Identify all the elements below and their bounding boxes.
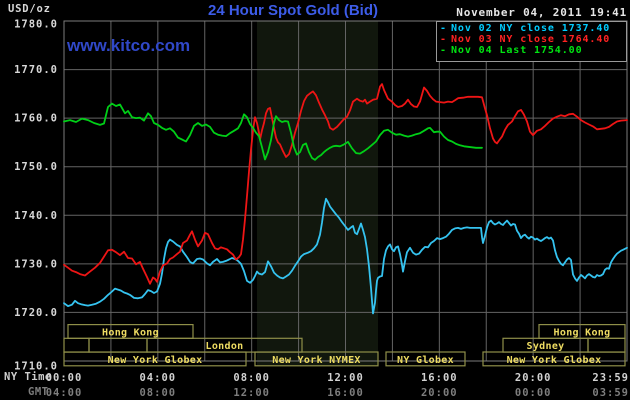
y-axis-label: 1720.0 bbox=[14, 307, 58, 319]
price-line-nov03 bbox=[63, 83, 628, 285]
x-axis-label-ny: 04:00 bbox=[139, 372, 176, 384]
y-axis-label: 1740.0 bbox=[14, 210, 58, 222]
session-bar bbox=[63, 337, 90, 353]
session-bar bbox=[63, 351, 247, 367]
session-label: NY Globex bbox=[397, 355, 454, 366]
legend-swatch-nov03: - bbox=[440, 34, 447, 45]
chart-title: 24 Hour Spot Gold (Bid) bbox=[208, 2, 378, 19]
plot-border bbox=[63, 20, 628, 362]
session-label: Sydney bbox=[527, 341, 565, 352]
legend-swatch-nov02: - bbox=[440, 23, 447, 34]
session-label: New York NYMEX bbox=[272, 355, 361, 366]
gmt-axis-label: GMT bbox=[28, 386, 49, 398]
session-label: New York Globex bbox=[507, 355, 602, 366]
session-bar bbox=[254, 351, 379, 367]
timestamp: November 04, 2011 19:41 bbox=[456, 6, 627, 19]
y-axis-label: 1780.0 bbox=[14, 19, 58, 31]
session-label: Hong Kong bbox=[554, 327, 611, 338]
session-bar bbox=[482, 351, 626, 367]
x-axis-label-gmt: 16:00 bbox=[327, 387, 364, 399]
session-bar bbox=[385, 351, 466, 367]
x-axis-label-ny: 16:00 bbox=[421, 372, 458, 384]
session-label: New York Globex bbox=[108, 355, 203, 366]
x-axis-label-gmt: 08:00 bbox=[139, 387, 176, 399]
y-axis-label: 1760.0 bbox=[14, 113, 58, 125]
x-axis-label-gmt: 20:00 bbox=[421, 387, 458, 399]
x-axis-label-ny: 20:00 bbox=[515, 372, 552, 384]
legend-row-nov04: - Nov 04 Last 1754.00 bbox=[440, 45, 626, 56]
x-axis-label-ny: 12:00 bbox=[327, 372, 364, 384]
legend-swatch-nov04: - bbox=[440, 45, 447, 56]
legend-row-nov03: - Nov 03 NY close 1764.40 bbox=[440, 34, 626, 45]
x-axis-label-gmt: 04:00 bbox=[46, 387, 83, 399]
price-line-nov02 bbox=[63, 197, 628, 315]
x-axis-label-ny: 00:00 bbox=[46, 372, 83, 384]
x-axis-label-gmt: 00:00 bbox=[515, 387, 552, 399]
legend-row-nov02: - Nov 02 NY close 1737.40 bbox=[440, 23, 626, 34]
price-line-nov04 bbox=[63, 102, 483, 161]
session-label: Hong Kong bbox=[102, 327, 159, 338]
nymex-session-band bbox=[257, 21, 378, 366]
legend-label-nov03: Nov 03 NY close 1764.40 bbox=[451, 34, 611, 45]
y-axis-unit-label: USD/oz bbox=[8, 3, 51, 15]
x-axis-label-ny: 08:00 bbox=[233, 372, 270, 384]
legend-label-nov02: Nov 02 NY close 1737.40 bbox=[451, 23, 611, 34]
x-axis-label-gmt: 12:00 bbox=[233, 387, 270, 399]
x-axis-label-gmt: 03:59 bbox=[592, 387, 629, 399]
y-axis-label: 1750.0 bbox=[14, 161, 58, 173]
legend-label-nov04: Nov 04 Last 1754.00 bbox=[451, 45, 583, 56]
legend-box: - Nov 02 NY close 1737.40 - Nov 03 NY clos… bbox=[436, 21, 627, 62]
session-bar bbox=[587, 337, 626, 353]
y-axis-label: 1710.0 bbox=[14, 361, 58, 373]
y-axis-label: 1730.0 bbox=[14, 258, 58, 270]
x-axis-label-ny: 23:59 bbox=[592, 372, 629, 384]
session-bar bbox=[88, 337, 148, 353]
kitco-watermark: www.kitco.com bbox=[67, 36, 191, 55]
ny-time-axis-label: NY Time bbox=[4, 371, 52, 383]
y-axis-label: 1770.0 bbox=[14, 64, 58, 76]
session-label: London bbox=[206, 341, 244, 352]
